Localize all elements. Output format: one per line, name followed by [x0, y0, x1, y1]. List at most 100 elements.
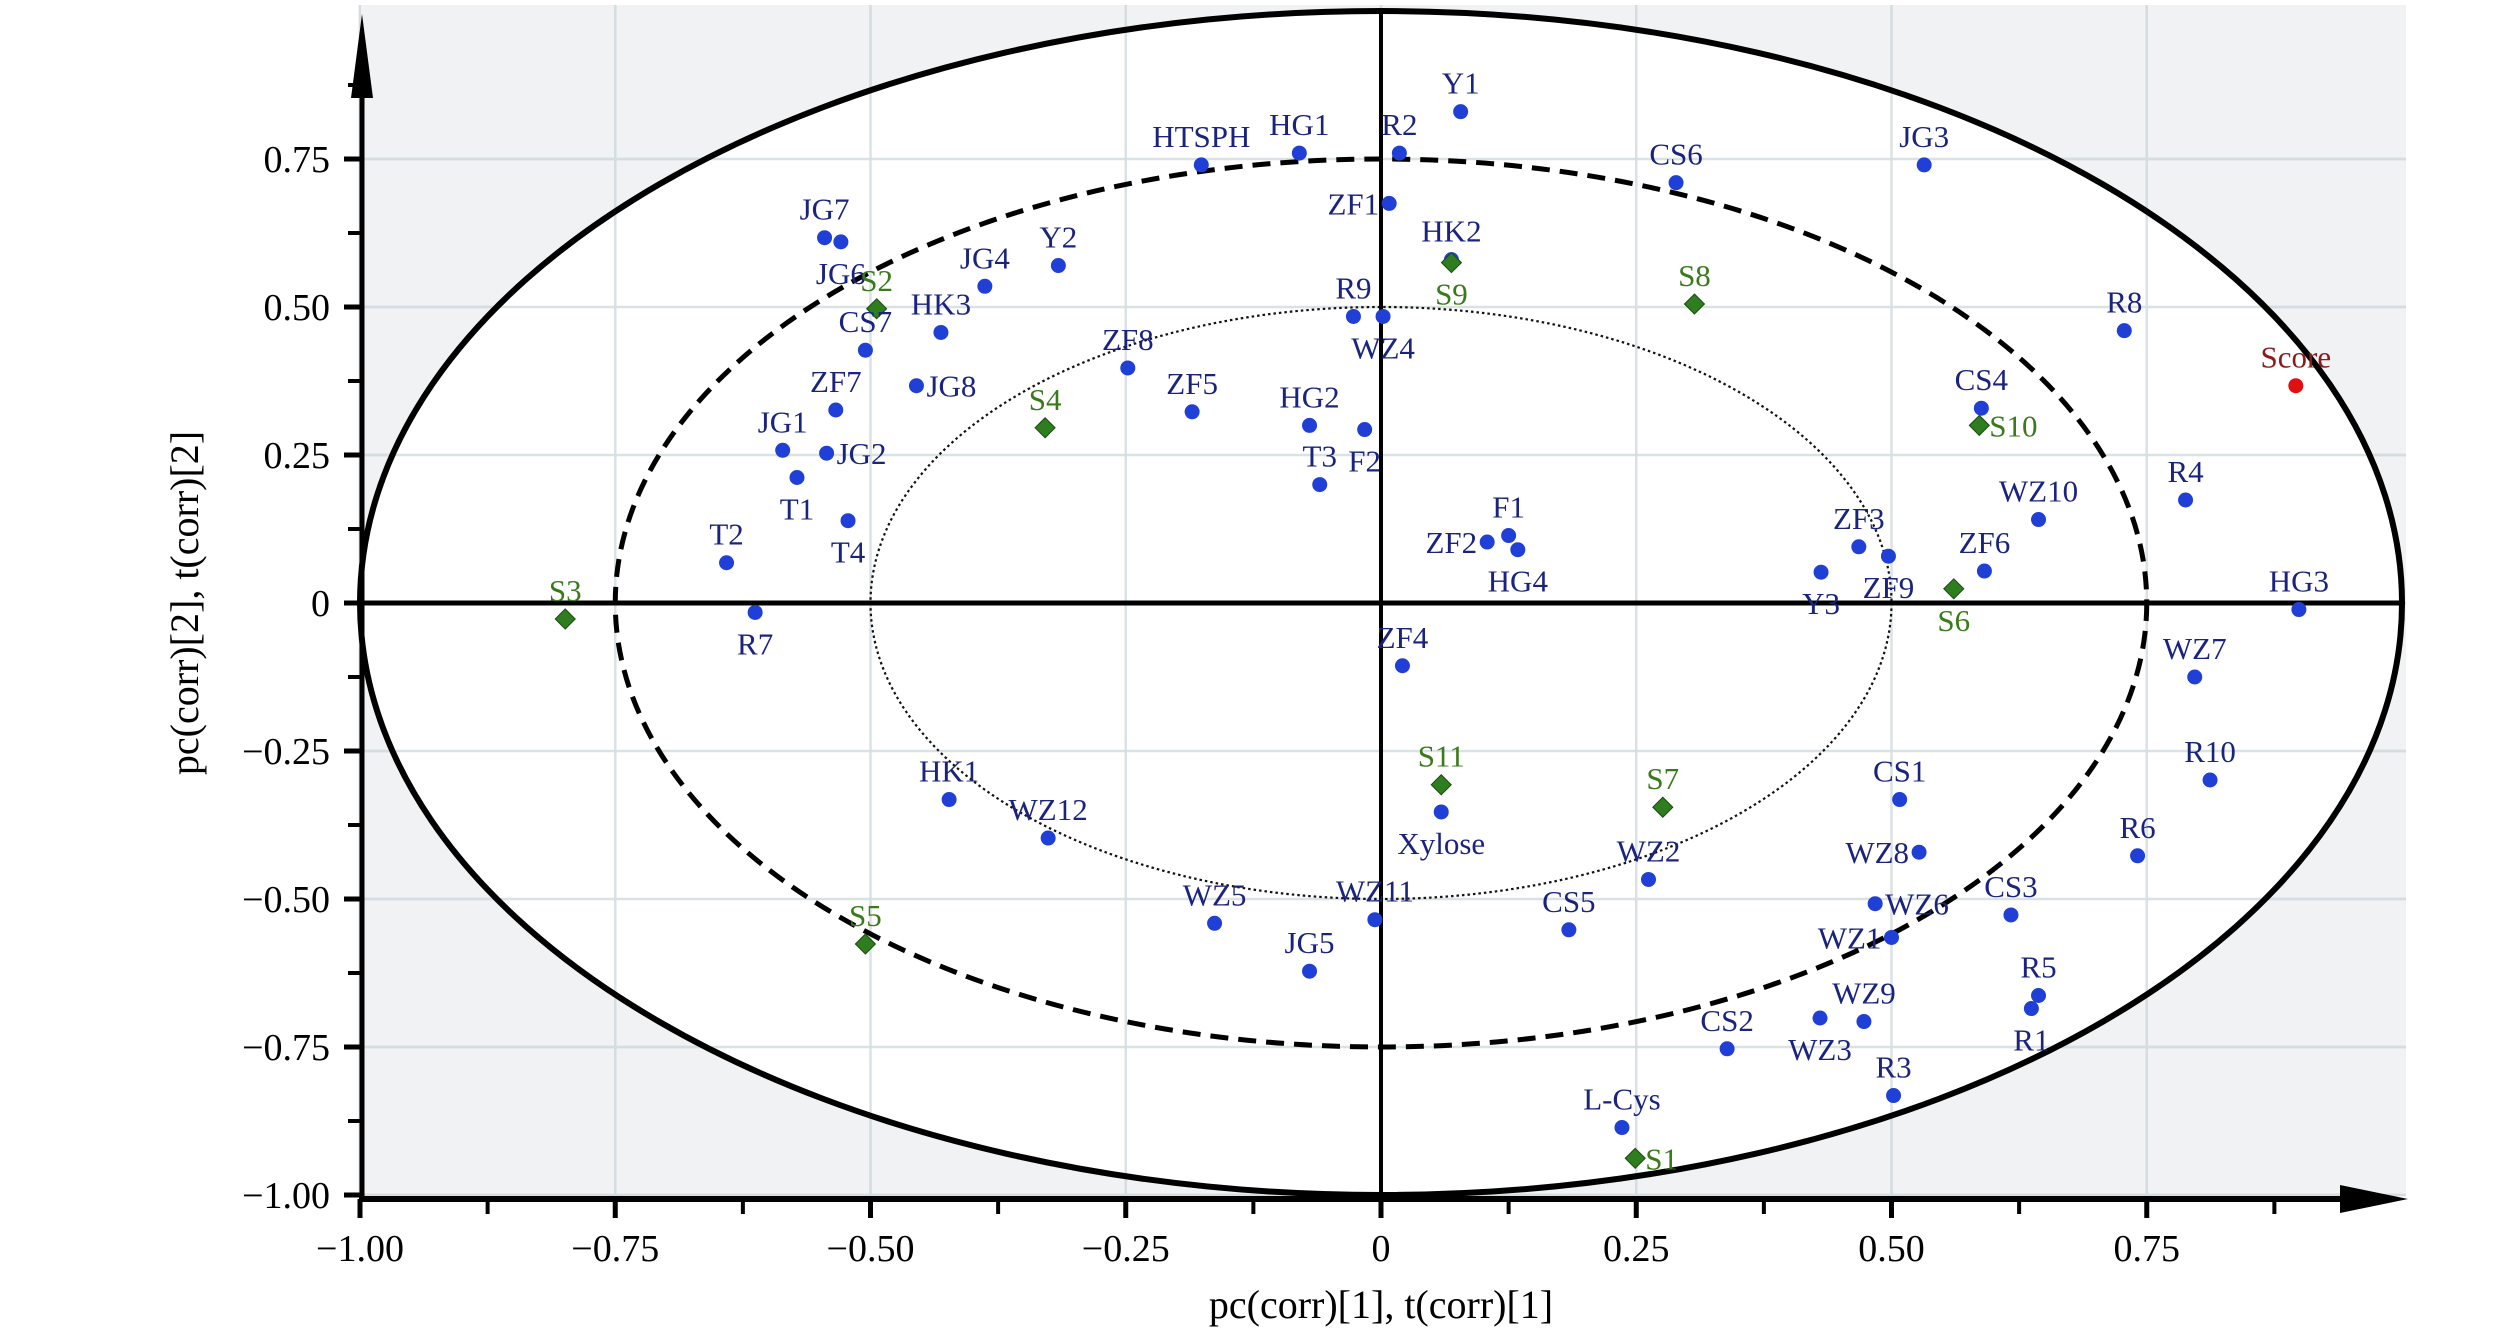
- variable-marker-wz4: [1375, 308, 1391, 324]
- point-label: R6: [2119, 810, 2155, 845]
- variable-marker-r1: [2023, 1001, 2039, 1017]
- point-label: CS7: [839, 304, 892, 339]
- point-label: HTSPH: [1152, 119, 1250, 154]
- point-label: CS3: [1984, 869, 2037, 904]
- variable-marker-jg4: [977, 278, 993, 294]
- tick-marks: [344, 83, 2277, 1218]
- point-label: Y1: [1442, 66, 1480, 101]
- variable-marker-t3: [1312, 477, 1328, 493]
- variable-marker-t4: [840, 513, 856, 529]
- point-label: CS2: [1700, 1003, 1753, 1038]
- point-label: R3: [1875, 1050, 1911, 1085]
- point-label: WZ7: [2163, 631, 2227, 666]
- point-label: R1: [2013, 1023, 2049, 1058]
- point-label: JG2: [837, 436, 887, 471]
- variable-marker-wz9: [1856, 1014, 1872, 1030]
- point-label: T3: [1303, 439, 1337, 474]
- point-label: R8: [2106, 285, 2142, 320]
- point-label: WZ6: [1885, 887, 1949, 922]
- point-label: WZ10: [1999, 474, 2078, 509]
- point-label: ZF5: [1166, 366, 1218, 401]
- point-label: R9: [1335, 270, 1371, 305]
- point-label: HG1: [1269, 107, 1329, 142]
- point-label: WZ4: [1351, 330, 1415, 365]
- point-label: R5: [2020, 949, 2056, 984]
- variable-marker-zf3: [1851, 539, 1867, 555]
- variable-marker-hk1: [941, 792, 957, 808]
- variable-marker-wz5: [1207, 915, 1223, 931]
- point-label: CS5: [1542, 884, 1595, 919]
- variable-marker-zf6: [1976, 563, 1992, 579]
- sample-marker-s7: [1652, 796, 1674, 818]
- point-label: HK3: [911, 286, 971, 321]
- point-label: JG8: [926, 369, 976, 404]
- point-label: JG5: [1285, 925, 1335, 960]
- point-label: S5: [849, 898, 882, 933]
- variable-marker-wz1: [1884, 929, 1899, 945]
- variable-marker-f2: [1357, 422, 1373, 438]
- variable-marker-r2: [1391, 145, 1407, 161]
- variable-marker-zf2: [1479, 534, 1495, 550]
- point-label: S4: [1029, 382, 1062, 417]
- point-label: JG7: [800, 192, 850, 227]
- y-axis-arrowhead: [351, 14, 373, 98]
- variable-marker-cs3: [2003, 907, 2019, 923]
- variable-marker-hg4: [1510, 542, 1526, 558]
- point-label: ZF6: [1959, 525, 2011, 560]
- variable-marker-hg3: [2291, 602, 2307, 618]
- y-tick-label: 0.75: [264, 139, 331, 181]
- variable-marker-wz10: [2031, 512, 2047, 528]
- variable-marker-jg5: [1302, 963, 1318, 979]
- variable-marker-hg2: [1302, 417, 1318, 433]
- point-label: JG4: [960, 240, 1010, 275]
- point-label: S1: [1645, 1141, 1678, 1176]
- variable-marker-xylose: [1433, 804, 1449, 820]
- variable-marker-wz8: [1911, 844, 1927, 860]
- sample-marker-s2: [865, 298, 888, 320]
- x-tick-label: −0.50: [827, 1228, 915, 1270]
- variable-marker-r9: [1345, 308, 1361, 324]
- y-tick-label: 0.25: [264, 435, 331, 477]
- point-label: WZ2: [1617, 833, 1681, 868]
- point-label: ZF9: [1863, 570, 1915, 605]
- point-label: JG3: [1899, 119, 1949, 154]
- point-label: R4: [2167, 454, 2204, 489]
- point-label: S6: [1937, 603, 1970, 638]
- variable-marker-cs1: [1892, 792, 1908, 808]
- point-label: Y3: [1802, 586, 1840, 621]
- x-tick-label: 0.75: [2114, 1228, 2181, 1270]
- variable-marker-t1: [789, 469, 805, 485]
- x-tick-label: 0: [1372, 1228, 1391, 1270]
- point-label: ZF1: [1327, 186, 1379, 221]
- point-label: S10: [1989, 408, 2037, 443]
- point-label: JG6: [816, 256, 866, 291]
- variable-marker-jg7: [817, 230, 833, 246]
- sample-marker-s1: [1624, 1147, 1646, 1170]
- point-label: R2: [1381, 107, 1417, 142]
- point-label: F1: [1492, 490, 1525, 525]
- point-label: T4: [831, 535, 866, 570]
- axes: [351, 14, 2408, 1213]
- x-tick-label: −0.25: [1082, 1228, 1170, 1270]
- variable-marker-hk3: [933, 324, 949, 340]
- point-label: ZF3: [1833, 501, 1885, 536]
- point-label: S2: [860, 263, 893, 298]
- score-marker: [2288, 378, 2304, 394]
- point-label: HK1: [919, 754, 979, 789]
- point-label: S7: [1646, 761, 1679, 796]
- y-tick-label: 0: [311, 583, 330, 625]
- point-label: WZ1: [1818, 920, 1882, 955]
- sample-marker-s5: [854, 933, 877, 955]
- point-label: WZ3: [1788, 1032, 1852, 1067]
- variable-marker-cs2: [1719, 1041, 1735, 1057]
- variable-marker-cs6: [1668, 175, 1684, 191]
- y-tick-label: −1.00: [242, 1175, 330, 1217]
- variable-marker-jg3: [1916, 157, 1932, 173]
- variable-marker-jg8: [908, 378, 924, 394]
- point-label: CS6: [1649, 137, 1702, 172]
- variable-marker-wz12: [1040, 830, 1056, 846]
- variable-marker-zf5: [1184, 404, 1200, 420]
- x-tick-label: 0.25: [1603, 1228, 1670, 1270]
- y-axis-title: pc(corr)[2], t(corr)[2]: [162, 431, 207, 775]
